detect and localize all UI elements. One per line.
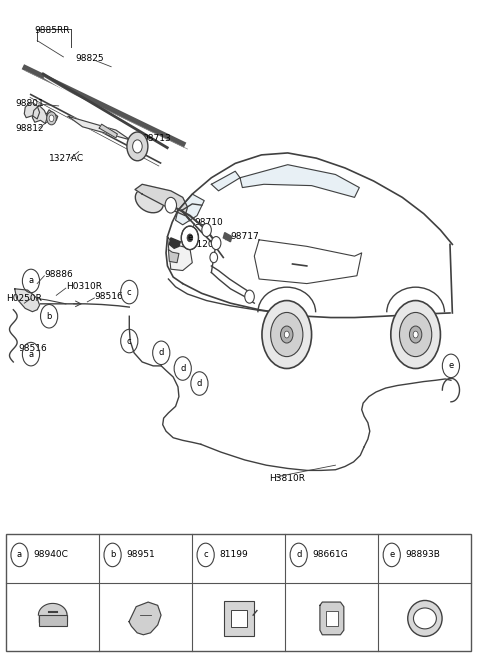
Circle shape [211,237,221,250]
Text: d: d [197,379,202,388]
Polygon shape [135,184,188,216]
Text: 98713: 98713 [142,134,171,143]
Text: a: a [28,350,34,359]
Text: 98886: 98886 [44,270,73,279]
Ellipse shape [408,600,442,636]
Polygon shape [320,602,344,635]
FancyBboxPatch shape [224,601,254,636]
Text: H3810R: H3810R [269,474,305,483]
Ellipse shape [413,608,436,629]
Text: 98951: 98951 [126,550,155,560]
Circle shape [409,326,422,343]
Polygon shape [33,106,47,123]
Text: 98940C: 98940C [33,550,68,560]
Text: b: b [110,550,115,560]
Circle shape [181,226,199,250]
Circle shape [284,331,289,338]
Text: c: c [204,550,208,560]
Circle shape [391,300,441,369]
Text: 98717: 98717 [230,232,259,241]
Ellipse shape [135,188,163,213]
Text: 81199: 81199 [219,550,248,560]
FancyBboxPatch shape [39,615,67,626]
Polygon shape [129,602,161,635]
Text: e: e [448,361,454,371]
Polygon shape [169,238,180,249]
Circle shape [245,290,254,303]
FancyBboxPatch shape [325,611,338,626]
Text: 98893B: 98893B [405,550,440,560]
FancyBboxPatch shape [6,534,471,651]
Circle shape [165,197,177,213]
Circle shape [413,331,418,338]
Text: d: d [180,364,185,373]
Text: 98825: 98825 [75,54,104,64]
Polygon shape [223,233,232,242]
Circle shape [210,252,217,262]
Text: 98801: 98801 [16,100,45,108]
Circle shape [49,115,54,121]
Text: H0310R: H0310R [66,282,102,291]
Polygon shape [99,124,117,138]
Text: d: d [296,550,301,560]
Polygon shape [176,194,204,225]
Circle shape [132,140,142,153]
Text: H0250R: H0250R [6,294,42,303]
Text: c: c [127,287,132,297]
Polygon shape [24,102,39,119]
Text: e: e [389,550,395,560]
Text: 98812: 98812 [16,123,44,133]
Circle shape [127,132,148,161]
Text: d: d [158,348,164,358]
Text: 98516: 98516 [95,292,123,301]
Circle shape [202,224,211,237]
Circle shape [187,234,193,242]
Polygon shape [211,171,240,191]
Polygon shape [168,250,179,262]
Circle shape [271,312,303,357]
Polygon shape [15,289,39,312]
Text: 9885RR: 9885RR [35,26,70,35]
Text: a: a [28,276,34,285]
Polygon shape [240,165,360,197]
Text: e: e [187,234,192,242]
Text: 98516: 98516 [18,344,47,354]
Text: 98661G: 98661G [312,550,348,560]
Polygon shape [68,116,130,140]
Text: 1327AC: 1327AC [49,154,84,163]
FancyBboxPatch shape [231,610,247,627]
Circle shape [281,326,293,343]
Text: a: a [17,550,22,560]
Circle shape [262,300,312,369]
Text: 98710: 98710 [195,218,223,227]
Polygon shape [168,237,192,270]
Polygon shape [47,110,58,120]
Text: c: c [127,337,132,346]
Circle shape [399,312,432,357]
Text: b: b [47,312,52,321]
Text: 98120A: 98120A [185,240,220,249]
Circle shape [47,112,56,125]
